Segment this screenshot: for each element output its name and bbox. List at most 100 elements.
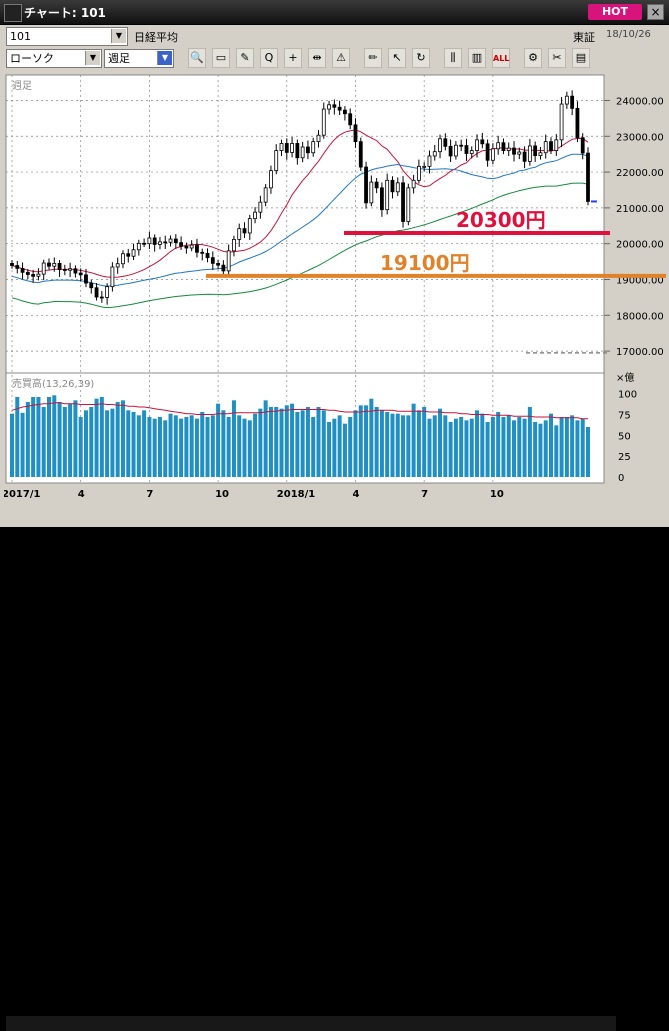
candle xyxy=(549,141,553,152)
candle xyxy=(358,141,363,168)
line-draw-icon[interactable]: ✎ xyxy=(236,48,254,68)
candle xyxy=(496,142,501,150)
candle xyxy=(316,134,321,143)
candle xyxy=(353,124,358,143)
volume-bar xyxy=(300,410,305,477)
code-input[interactable]: 101 ▼ xyxy=(6,27,128,46)
volume-bar xyxy=(279,408,284,477)
candle xyxy=(459,144,464,147)
volume-bar xyxy=(342,423,347,477)
split-icon[interactable]: ⇹ xyxy=(308,48,326,68)
volume-bar xyxy=(374,407,379,477)
warning-icon[interactable]: ⚠ xyxy=(332,48,350,68)
cursor-icon[interactable]: ↖ xyxy=(388,48,406,68)
candle xyxy=(575,107,580,139)
candle xyxy=(380,187,384,211)
candle xyxy=(284,143,289,153)
chart-type-select[interactable]: ローソク ▼ xyxy=(6,49,102,68)
volume-bar xyxy=(83,410,88,477)
date-tick-label: 4 xyxy=(352,489,359,500)
candle xyxy=(57,262,62,270)
candle xyxy=(173,238,178,244)
candle xyxy=(210,257,215,264)
candle xyxy=(300,146,305,159)
chevron-down-icon[interactable]: ▼ xyxy=(111,29,126,43)
volume-bar xyxy=(126,410,131,477)
candle xyxy=(343,109,347,115)
period-select[interactable]: 週足 ▼ xyxy=(104,49,174,68)
period-value: 週足 xyxy=(108,52,130,65)
volume-bar xyxy=(586,427,590,477)
candle xyxy=(432,151,437,157)
volume-bar xyxy=(268,407,273,477)
extra-icon[interactable]: ▤ xyxy=(572,48,590,68)
candle xyxy=(126,253,131,257)
volume-ma-line xyxy=(11,402,588,420)
candle xyxy=(364,166,368,204)
candle xyxy=(152,237,157,245)
date-tick-label: 10 xyxy=(490,489,504,500)
price-tick-label: 24000.00 xyxy=(616,96,664,107)
volume-bar xyxy=(332,418,337,477)
crosshair-icon[interactable]: + xyxy=(284,48,302,68)
volume-bar xyxy=(52,395,57,477)
chevron-down-icon[interactable]: ▼ xyxy=(157,51,172,65)
code-value: 101 xyxy=(10,30,31,43)
candle xyxy=(115,263,120,268)
candle xyxy=(517,151,522,155)
volume-bar xyxy=(506,415,511,477)
candle xyxy=(559,103,564,141)
volume-bar xyxy=(194,418,199,477)
period-scroll-bar[interactable] xyxy=(6,1016,616,1031)
volume-bar xyxy=(20,412,25,477)
candle xyxy=(200,251,205,254)
candle xyxy=(52,262,57,267)
redo-icon[interactable]: ↻ xyxy=(412,48,430,68)
pen-icon[interactable]: ✏ xyxy=(364,48,382,68)
date-tick-label: 7 xyxy=(421,489,428,500)
chart-area[interactable]: 24000.00 23000.00 22000.00 21000.00 20000.00… xyxy=(4,73,666,505)
settings-icon[interactable]: ⚙ xyxy=(524,48,542,68)
chevron-down-icon[interactable]: ▼ xyxy=(85,51,100,65)
chart-type-value: ローソク xyxy=(10,52,54,65)
candle xyxy=(490,148,495,161)
volume-unit-label: ×億 xyxy=(616,371,634,384)
volume-bar xyxy=(327,422,332,477)
volume-bar xyxy=(89,407,94,477)
candle xyxy=(527,145,532,162)
date-tick-label: 7 xyxy=(146,489,153,500)
volume-bar xyxy=(411,403,416,477)
tools-icon[interactable]: ✂ xyxy=(548,48,566,68)
candle-icon[interactable]: ⫼ xyxy=(444,48,462,68)
candle xyxy=(321,108,326,136)
title-bar[interactable]: チャート: 101 HOT × xyxy=(0,0,669,25)
volume-bar xyxy=(316,407,321,477)
bars-icon[interactable]: ▥ xyxy=(468,48,486,68)
candle xyxy=(453,144,458,157)
zoom-icon[interactable]: 🔍 xyxy=(188,48,206,68)
candle xyxy=(390,179,395,193)
volume-bar xyxy=(131,412,136,477)
volume-bar xyxy=(564,417,569,477)
hot-button[interactable]: HOT xyxy=(588,4,642,20)
candle xyxy=(279,143,284,152)
volume-bar xyxy=(453,418,458,477)
candle xyxy=(438,138,442,153)
window-icon[interactable]: ▭ xyxy=(212,48,230,68)
candle xyxy=(395,182,400,193)
candle xyxy=(163,241,168,244)
volume-bar xyxy=(364,405,369,477)
market-label: 東証 xyxy=(573,31,595,44)
search-icon[interactable]: Q xyxy=(260,48,278,68)
volume-tick-label: 0 xyxy=(618,473,624,484)
all-icon[interactable]: ALL xyxy=(492,48,510,68)
volume-bar xyxy=(173,415,178,477)
volume-bar xyxy=(527,407,532,477)
candle xyxy=(41,262,46,275)
price-tick-label: 20000.00 xyxy=(616,240,664,251)
candle xyxy=(295,143,300,159)
volume-bar xyxy=(110,408,115,477)
close-button[interactable]: × xyxy=(647,4,664,20)
candle xyxy=(385,179,390,211)
candle xyxy=(121,253,125,265)
